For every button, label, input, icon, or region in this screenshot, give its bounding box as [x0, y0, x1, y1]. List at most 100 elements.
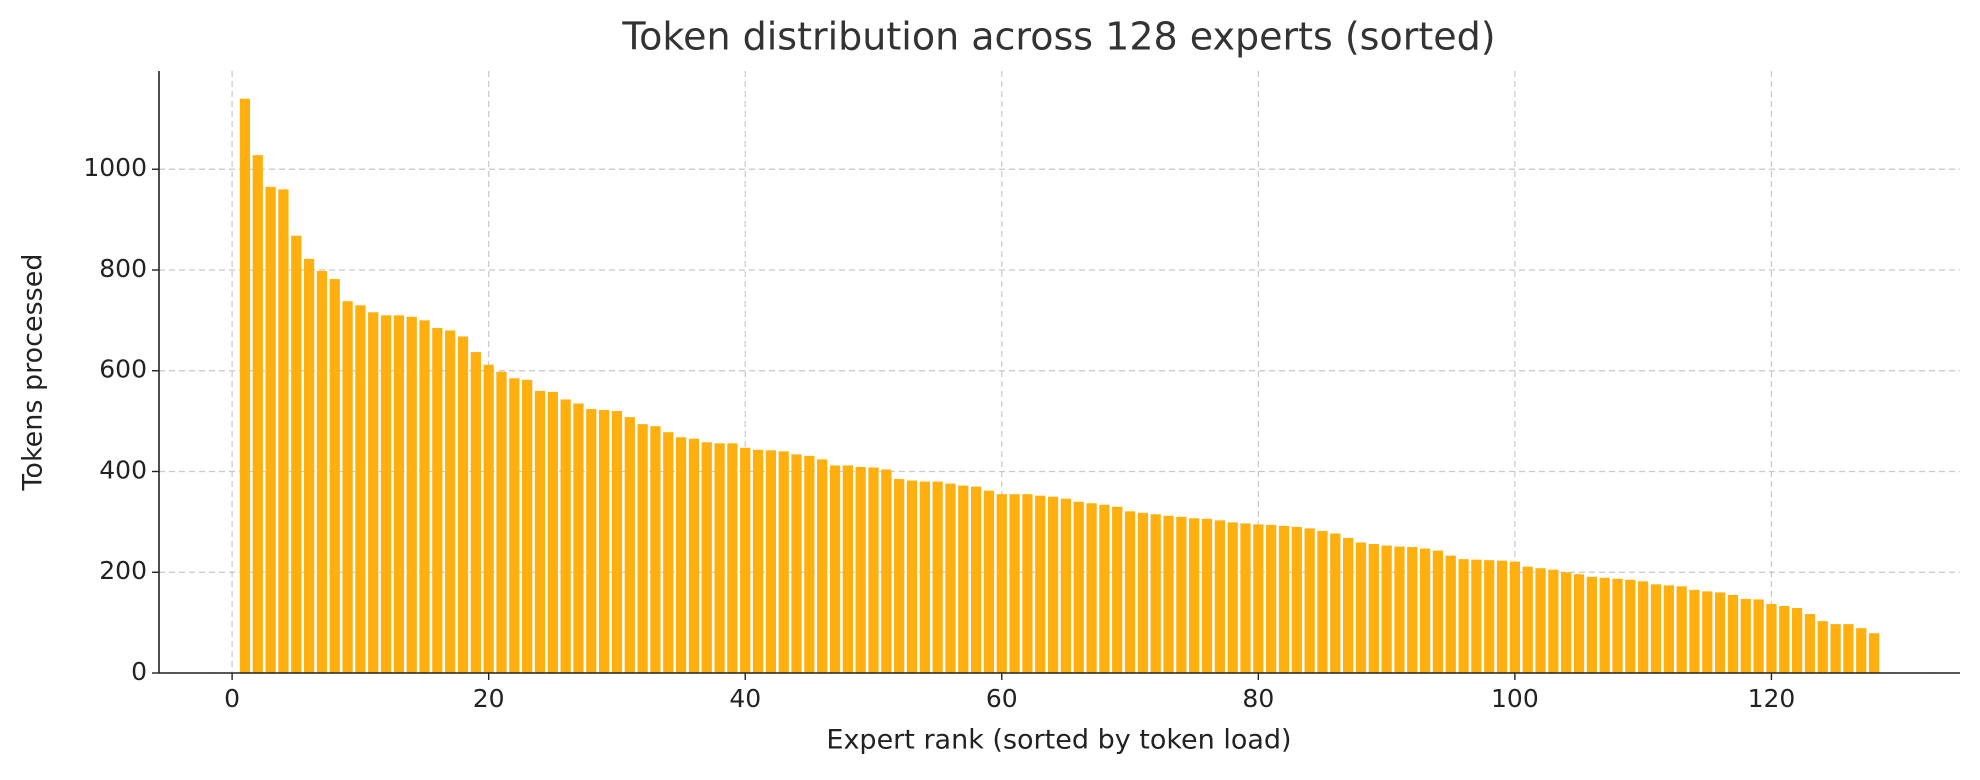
bar: [1419, 548, 1431, 673]
bar: [1484, 560, 1495, 673]
bar: [1740, 598, 1751, 673]
bar: [1137, 512, 1149, 673]
bar: [727, 443, 738, 673]
bar: [368, 312, 379, 673]
bar: [1047, 496, 1059, 673]
bar: [1381, 545, 1392, 673]
x-tick-label: 100: [1491, 684, 1539, 713]
bar: [881, 469, 892, 673]
y-tick-label: 200: [99, 556, 147, 585]
bar: [1830, 624, 1841, 673]
bar: [239, 98, 251, 674]
bar: [740, 447, 751, 673]
bar: [1407, 547, 1418, 673]
bar: [1201, 518, 1213, 673]
bar: [598, 410, 610, 673]
y-tick-label: 0: [131, 657, 147, 686]
bar: [1022, 494, 1033, 673]
bar: [1009, 494, 1020, 673]
bar: [316, 270, 328, 673]
bar: [509, 378, 520, 673]
x-tick-label: 80: [1242, 684, 1274, 713]
x-axis-label: Expert rank (sorted by token load): [826, 725, 1291, 756]
bar: [355, 305, 366, 673]
bar: [1586, 576, 1597, 673]
bar: [1124, 511, 1136, 673]
bar: [778, 451, 789, 673]
bar: [1112, 506, 1123, 673]
y-axis-label: Tokens processed: [18, 254, 49, 492]
bar: [675, 437, 687, 673]
bar: [983, 490, 995, 673]
bar: [688, 438, 700, 673]
bar: [380, 315, 392, 673]
bar: [1714, 592, 1726, 673]
bar: [958, 485, 969, 673]
bar: [1304, 528, 1315, 673]
bar: [765, 450, 777, 673]
bar: [817, 459, 828, 673]
bar: [650, 426, 661, 673]
bar: [829, 465, 841, 673]
bar: [573, 403, 584, 673]
bar: [663, 432, 674, 673]
bar: [1638, 581, 1649, 673]
bar: [342, 301, 353, 673]
bar: [1342, 537, 1354, 673]
bar: [970, 486, 982, 673]
bar: [1214, 520, 1225, 673]
bar: [1073, 501, 1084, 673]
bar: [906, 480, 918, 673]
bar: [1548, 569, 1559, 673]
bar: [1753, 599, 1764, 673]
bar: [1804, 614, 1816, 673]
bar: [1599, 577, 1610, 673]
bar: [1868, 633, 1880, 673]
bar: [1394, 546, 1405, 673]
bar: [1150, 514, 1161, 673]
bar: [1227, 522, 1238, 673]
bar: [791, 454, 802, 673]
bar: [1573, 574, 1585, 673]
bar: [1702, 591, 1713, 673]
bar: [1676, 586, 1687, 673]
x-tick-label: 120: [1748, 684, 1796, 713]
bar: [1355, 542, 1367, 673]
bar: [522, 379, 533, 673]
bar: [457, 336, 469, 673]
bar: [1625, 579, 1636, 673]
y-tick-label: 800: [99, 254, 147, 283]
bar: [1561, 572, 1572, 673]
bar: [1060, 498, 1072, 673]
bar: [1856, 628, 1867, 673]
bar: [252, 155, 263, 673]
x-tick-label: 20: [473, 684, 505, 713]
bar: [483, 364, 494, 673]
bar: [894, 479, 905, 673]
y-tick-label: 1000: [83, 153, 147, 182]
bar: [1766, 603, 1777, 673]
bar: [1086, 503, 1097, 673]
bar: [804, 455, 815, 673]
bar: [1843, 624, 1854, 673]
bar: [1099, 504, 1110, 673]
x-tick-label: 60: [986, 684, 1018, 713]
x-tick-label: 0: [224, 684, 240, 713]
bar: [1368, 544, 1379, 673]
bar: [1189, 518, 1200, 673]
bar: [470, 352, 481, 673]
bar: [560, 399, 571, 673]
bar: [855, 466, 866, 673]
bar: [1727, 594, 1739, 673]
bar: [406, 316, 417, 673]
bar: [752, 449, 764, 673]
bar: [1266, 524, 1277, 673]
bar: [419, 320, 430, 673]
bar: [1689, 589, 1700, 673]
bar: [611, 411, 623, 673]
bar: [1291, 526, 1302, 673]
bar: [868, 467, 879, 673]
bar: [1163, 515, 1174, 673]
bar: [1471, 559, 1482, 673]
bar: [278, 189, 289, 673]
